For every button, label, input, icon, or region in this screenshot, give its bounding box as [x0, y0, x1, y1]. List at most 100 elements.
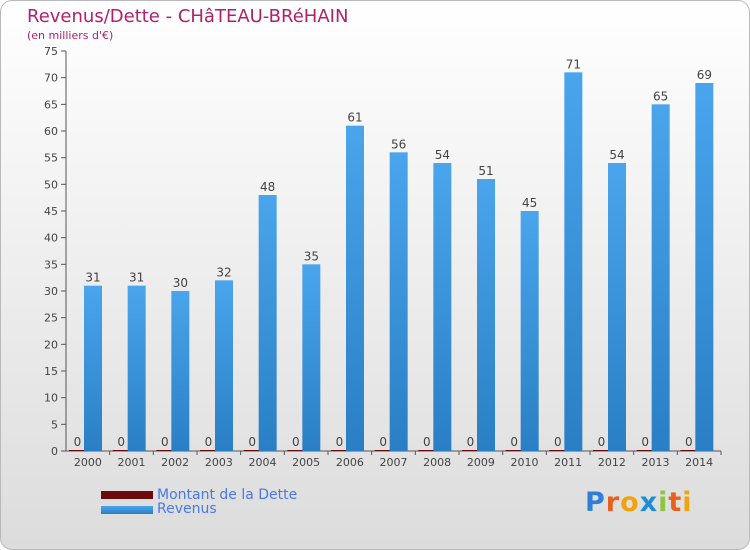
proxiti-logo: Proxiti [585, 487, 693, 518]
debt-bar [287, 450, 305, 451]
debt-bar [69, 450, 86, 451]
debt-bar [636, 450, 654, 451]
debt-data-label: 0 [423, 435, 431, 449]
revenue-data-label: 65 [653, 89, 668, 103]
revenue-data-label: 56 [391, 137, 406, 151]
revenue-data-label: 30 [173, 276, 188, 290]
chart-title: Revenus/Dette - CHâTEAU-BRéHAIN [27, 6, 349, 27]
revenue-bar [564, 72, 583, 451]
y-tick-label: 70 [44, 72, 58, 85]
debt-bar [112, 450, 130, 451]
debt-bar [200, 450, 217, 451]
revenue-bar [171, 291, 190, 451]
revenue-data-label: 54 [609, 148, 624, 162]
debt-data-label: 0 [554, 435, 562, 449]
y-tick-label: 60 [44, 125, 58, 138]
y-tick-label: 30 [44, 285, 58, 298]
revenue-bar [608, 163, 626, 451]
debt-data-label: 0 [74, 435, 82, 449]
revenue-data-label: 31 [85, 271, 100, 285]
logo-letter: i [658, 487, 669, 518]
revenue-data-label: 54 [435, 148, 450, 162]
logo-letter: o [620, 487, 640, 518]
x-tick-label: 2008 [423, 456, 451, 469]
x-tick-label: 2011 [554, 456, 582, 469]
legend-label-revenue: Revenus [157, 501, 217, 517]
x-tick-label: 2000 [74, 456, 102, 469]
x-tick-label: 2004 [249, 456, 277, 469]
revenue-data-label: 31 [129, 271, 144, 285]
y-tick-label: 40 [44, 232, 58, 245]
debt-bar [593, 450, 610, 451]
revenue-bar [346, 125, 364, 452]
chart-subtitle: (en milliers d'€) [27, 29, 114, 42]
debt-bar [374, 450, 392, 451]
debt-data-label: 0 [510, 435, 518, 449]
revenue-data-label: 45 [522, 196, 537, 210]
x-tick-label: 2013 [642, 456, 670, 469]
y-tick-label: 10 [44, 392, 58, 405]
x-tick-label: 2014 [685, 456, 713, 469]
revenue-data-label: 35 [304, 249, 319, 263]
revenue-bar [520, 211, 539, 451]
logo-letter: r [605, 487, 621, 518]
debt-bar [462, 450, 479, 451]
debt-bar [331, 450, 348, 451]
debt-data-label: 0 [248, 435, 256, 449]
x-tick-label: 2005 [292, 456, 320, 469]
debt-data-label: 0 [161, 435, 169, 449]
y-tick-label: 75 [44, 45, 58, 58]
y-tick-label: 5 [51, 418, 58, 431]
revenue-data-label: 32 [216, 265, 231, 279]
revenue-data-label: 48 [260, 180, 275, 194]
debt-data-label: 0 [292, 435, 300, 449]
logo-letter: t [668, 487, 683, 518]
debt-bar [680, 450, 698, 451]
revenue-data-label: 71 [566, 57, 581, 71]
y-tick-label: 45 [44, 205, 58, 218]
y-tick-label: 0 [51, 445, 58, 458]
x-tick-label: 2007 [380, 456, 408, 469]
debt-data-label: 0 [117, 435, 125, 449]
debt-bar [549, 450, 567, 451]
revenue-bar [433, 163, 452, 451]
x-tick-label: 2002 [161, 456, 189, 469]
debt-data-label: 0 [685, 435, 693, 449]
x-tick-label: 2012 [598, 456, 626, 469]
legend-label-debt: Montant de la Dette [157, 487, 298, 503]
debt-data-label: 0 [336, 435, 344, 449]
debt-bar [243, 450, 261, 451]
revenue-data-label: 51 [478, 164, 493, 178]
debt-data-label: 0 [379, 435, 387, 449]
revenue-bar [651, 104, 670, 451]
x-tick-label: 2001 [118, 456, 146, 469]
debt-bar [156, 450, 174, 451]
logo-letter: x [639, 487, 659, 518]
revenue-data-label: 69 [697, 68, 712, 82]
revenue-bar [302, 264, 321, 451]
x-tick-label: 2010 [511, 456, 539, 469]
revenue-bar [215, 280, 233, 451]
debt-bar [418, 450, 436, 451]
debt-data-label: 0 [205, 435, 213, 449]
y-tick-label: 55 [44, 152, 58, 165]
revenue-bar [127, 285, 146, 451]
x-tick-label: 2003 [205, 456, 233, 469]
debt-data-label: 0 [641, 435, 649, 449]
logo-letter: P [585, 487, 606, 518]
x-tick-label: 2006 [336, 456, 364, 469]
y-tick-label: 25 [44, 312, 58, 325]
debt-data-label: 0 [598, 435, 606, 449]
y-tick-label: 20 [44, 338, 58, 351]
revenue-bar [389, 152, 408, 452]
revenue-bar [477, 179, 495, 451]
y-tick-label: 35 [44, 258, 58, 271]
y-tick-label: 15 [44, 365, 58, 378]
debt-bar [505, 450, 523, 451]
revenue-bar [258, 195, 277, 451]
y-tick-label: 65 [44, 98, 58, 111]
x-tick-label: 2009 [467, 456, 495, 469]
legend-swatch-debt [101, 491, 153, 499]
